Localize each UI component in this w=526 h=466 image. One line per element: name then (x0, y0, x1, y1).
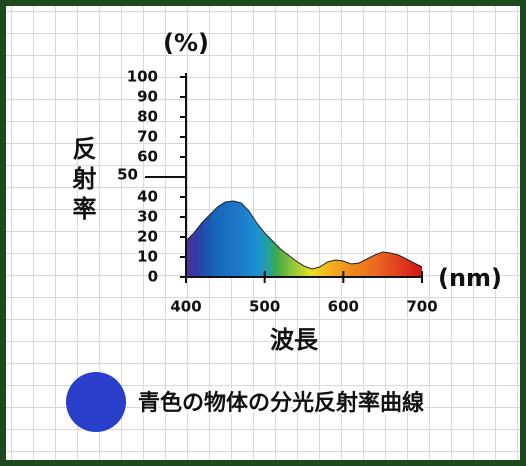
y-tick-label: 100 (127, 68, 158, 86)
y-tick-label: 40 (137, 188, 158, 206)
x-tick-label: 500 (249, 298, 280, 316)
y-tick-label: 30 (137, 208, 158, 226)
legend-label: 青色の物体の分光反射率曲線 (138, 390, 424, 416)
y-tick-label: 60 (137, 148, 158, 166)
y-tick-label: 90 (137, 88, 158, 106)
x-tick-label: 600 (328, 298, 359, 316)
x-axis-label: 波長 (270, 326, 319, 354)
y-tick-label: 70 (137, 128, 158, 146)
x-unit: (nm) (438, 264, 502, 292)
area (186, 201, 422, 277)
y-tick-label: 20 (137, 228, 158, 246)
y-tick-label: 50 (117, 166, 138, 184)
y-axis-label: 反射率 (68, 136, 97, 226)
curve-outline (185, 200, 423, 270)
y-tick-label: 0 (148, 268, 158, 286)
x-tick-label: 700 (406, 298, 437, 316)
y-unit: (%) (163, 29, 209, 57)
legend-swatch (66, 372, 126, 432)
y-tick-label: 10 (137, 248, 158, 266)
y-tick-label: 80 (137, 108, 158, 126)
x-tick-label: 400 (170, 298, 201, 316)
